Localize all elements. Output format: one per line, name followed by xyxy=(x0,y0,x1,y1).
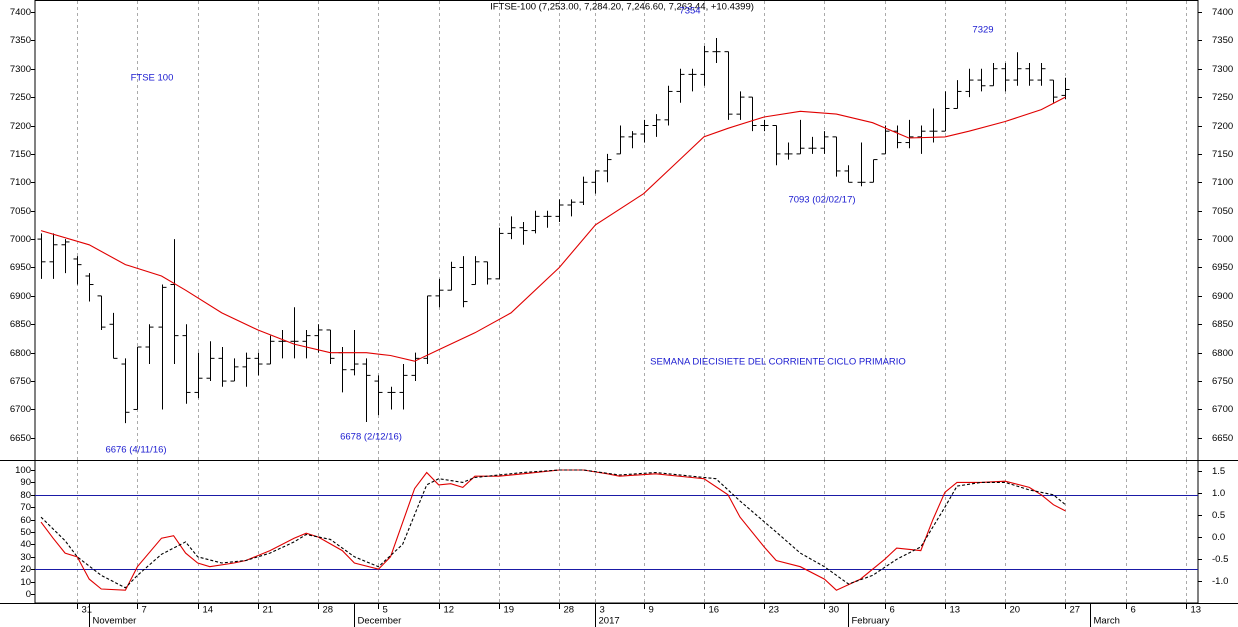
y-tick-label: 10 xyxy=(20,577,31,588)
x-tick-label: 23 xyxy=(769,605,780,616)
month-label: 2017 xyxy=(599,616,620,627)
x-tick-label: 14 xyxy=(203,605,214,616)
y-tick-label: 60 xyxy=(20,515,31,526)
y-tick-label: 6750 xyxy=(10,376,31,387)
x-tick-label: 21 xyxy=(263,605,274,616)
x-tick-label: 28 xyxy=(564,605,575,616)
y-tick-label: 80 xyxy=(20,490,31,501)
y-tick-label: 70 xyxy=(20,502,31,513)
x-tick-label: 3 xyxy=(600,605,605,616)
y2-tick-label: -1.0 xyxy=(1212,576,1228,587)
y-tick-label: 7000 xyxy=(10,234,31,245)
y-tick-label: 40 xyxy=(20,539,31,550)
annotation: FTSE 100 xyxy=(131,73,174,84)
month-label: February xyxy=(852,616,890,627)
y2-tick-label: 7300 xyxy=(1212,64,1233,75)
y2-tick-label: 6700 xyxy=(1212,404,1233,415)
y-tick-label: 50 xyxy=(20,527,31,538)
y-tick-label: 90 xyxy=(20,477,31,488)
y-tick-label: 20 xyxy=(20,564,31,575)
annotation: 6676 (4/11/16) xyxy=(105,445,166,456)
y-tick-label: 6650 xyxy=(10,433,31,444)
y2-tick-label: 7050 xyxy=(1212,206,1233,217)
y-tick-label: 7400 xyxy=(10,7,31,18)
y2-tick-label: 7100 xyxy=(1212,177,1233,188)
x-tick-label: 28 xyxy=(323,605,334,616)
y2-tick-label: 6800 xyxy=(1212,348,1233,359)
x-tick-label: 27 xyxy=(1070,605,1081,616)
annotation: 7093 (02/02/17) xyxy=(788,195,855,206)
x-tick-label: 7 xyxy=(142,605,147,616)
annotation: 7329 xyxy=(972,25,993,36)
y2-tick-label: 6750 xyxy=(1212,376,1233,387)
y2-tick-label: 7350 xyxy=(1212,35,1233,46)
chart-title: IFTSE-100 (7,253.00, 7,284.20, 7,246.60,… xyxy=(490,2,754,13)
y-tick-label: 7150 xyxy=(10,149,31,160)
y-tick-label: 7050 xyxy=(10,206,31,217)
x-tick-label: 6 xyxy=(1131,605,1136,616)
month-label: November xyxy=(93,616,137,627)
y2-tick-label: 6850 xyxy=(1212,319,1233,330)
x-tick-label: 13 xyxy=(950,605,961,616)
x-tick-label: 31 xyxy=(82,605,93,616)
y2-tick-label: 7150 xyxy=(1212,149,1233,160)
month-label: March xyxy=(1094,616,1120,627)
y-tick-label: 6700 xyxy=(10,404,31,415)
x-tick-label: 13 xyxy=(1191,605,1202,616)
x-tick-label: 5 xyxy=(383,605,388,616)
y-tick-label: 7300 xyxy=(10,64,31,75)
y-tick-label: 100 xyxy=(15,465,31,476)
y2-tick-label: 7200 xyxy=(1212,121,1233,132)
y2-tick-label: 1.0 xyxy=(1212,488,1225,499)
y-tick-label: 6800 xyxy=(10,348,31,359)
x-tick-label: 16 xyxy=(709,605,720,616)
x-tick-label: 20 xyxy=(1010,605,1021,616)
y2-tick-label: 6950 xyxy=(1212,262,1233,273)
y2-tick-label: 1.5 xyxy=(1212,466,1225,477)
y2-tick-label: 0.5 xyxy=(1212,510,1225,521)
y-tick-label: 7350 xyxy=(10,35,31,46)
y2-tick-label: 7000 xyxy=(1212,234,1233,245)
y-tick-label: 6900 xyxy=(10,291,31,302)
y2-tick-label: 0.0 xyxy=(1212,532,1225,543)
y-tick-label: 7250 xyxy=(10,92,31,103)
y-tick-label: 0 xyxy=(26,589,31,600)
y2-tick-label: 6650 xyxy=(1212,433,1233,444)
x-tick-label: 30 xyxy=(829,605,840,616)
x-tick-label: 9 xyxy=(649,605,654,616)
annotation: 6678 (2/12/16) xyxy=(340,432,402,443)
y2-tick-label: -0.5 xyxy=(1212,554,1228,565)
oscillator-line xyxy=(40,469,1066,589)
y2-tick-label: 7400 xyxy=(1212,7,1233,18)
y-tick-label: 6950 xyxy=(10,262,31,273)
y-tick-label: 30 xyxy=(20,552,31,563)
moving-average xyxy=(40,96,1066,362)
y-tick-label: 7100 xyxy=(10,177,31,188)
annotation: 7354 xyxy=(679,6,700,17)
y2-tick-label: 6900 xyxy=(1212,291,1233,302)
y-tick-label: 6850 xyxy=(10,319,31,330)
x-tick-label: 12 xyxy=(444,605,455,616)
x-tick-label: 6 xyxy=(890,605,895,616)
month-label: December xyxy=(358,616,402,627)
y-tick-label: 7200 xyxy=(10,121,31,132)
annotation: SEMANA DIECISIETE DEL CORRIENTE CICLO PR… xyxy=(650,357,906,368)
x-tick-label: 19 xyxy=(504,605,515,616)
y2-tick-label: 7250 xyxy=(1212,92,1233,103)
